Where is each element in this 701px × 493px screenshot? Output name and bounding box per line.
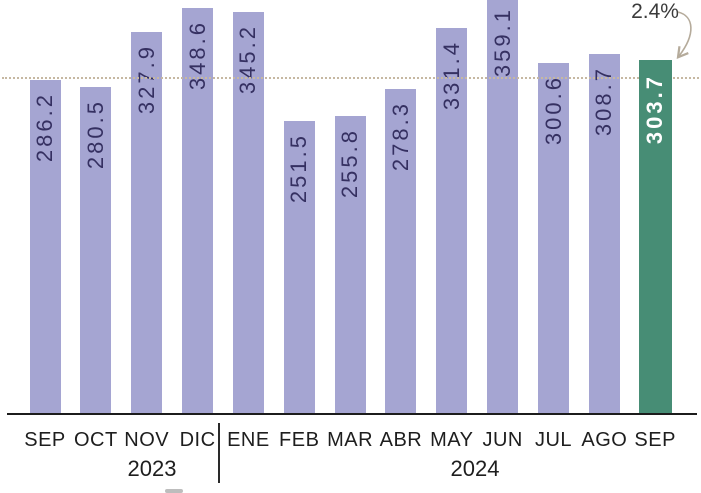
bar-ago-2024: 308.7 [588,54,620,413]
bar-sep-2023: 286.2 [29,80,61,413]
curved-arrow-icon [676,11,692,60]
month-label-feb-2024: FEB [279,429,320,451]
bar-value-label: 286.2 [32,92,57,163]
month-label-sep-2023: SEP [24,429,66,451]
bar-nov-2023: 327.9 [131,32,163,413]
year-divider-line [218,423,220,483]
bar-oct-2023: 280.5 [80,87,112,413]
month-label-ene-2024: ENE [227,429,270,451]
month-label-ago-2024: AGO [581,429,628,451]
bar-value-label: 303.7 [642,74,668,145]
bar-mar-2024: 255.8 [334,116,366,413]
reference-dotted-line [2,77,699,79]
month-label-abr-2024: ABR [379,429,423,451]
bar-value-label: 359.1 [489,7,515,78]
bar-value-label: 348.6 [184,20,210,91]
bar-value-label: 251.5 [286,133,312,204]
bar-ene-2024: 345.2 [232,12,264,413]
x-axis-line [7,413,697,415]
month-label-nov-2023: NOV [124,429,170,451]
bar-abr-2024: 278.3 [385,89,417,413]
month-label-dic-2023: DIC [179,429,216,451]
bar-value-label: 345.2 [235,24,261,95]
month-label-mar-2024: MAR [327,429,374,451]
year-label-2023: 2023 [127,456,177,481]
bar-sep-2024: 303.7 [638,60,672,413]
cropped-caption-fragment [165,489,183,493]
bar-value-label: 280.5 [82,99,108,170]
year-label-2024: 2024 [450,456,500,481]
bar-dic-2023: 348.6 [182,8,214,413]
plot-area: 286.2 280.5 327.9 348.6 345.2 251.5 255.8 278.3… [29,0,672,413]
month-label-oct-2023: OCT [73,429,118,451]
bar-jul-2024: 300.6 [538,63,569,413]
growth-annotation: 2.4% [631,0,679,23]
bar-value-label: 327.9 [133,44,159,115]
bar-value-label: 278.3 [387,101,413,172]
month-label-jul-2024: JUL [534,429,573,451]
bar-jun-2024: 359.1 [487,0,519,413]
bar-value-label: 255.8 [337,128,363,199]
month-label-may-2024: MAY [430,429,474,451]
bar-value-label: 300.6 [540,75,566,146]
bar-feb-2024: 251.5 [283,121,315,413]
bar-value-label: 331.4 [438,40,464,111]
month-label-jun-2024: JUN [482,429,523,451]
bar-may-2024: 331.4 [436,28,468,413]
month-label-sep-2024: SEP [634,429,676,451]
